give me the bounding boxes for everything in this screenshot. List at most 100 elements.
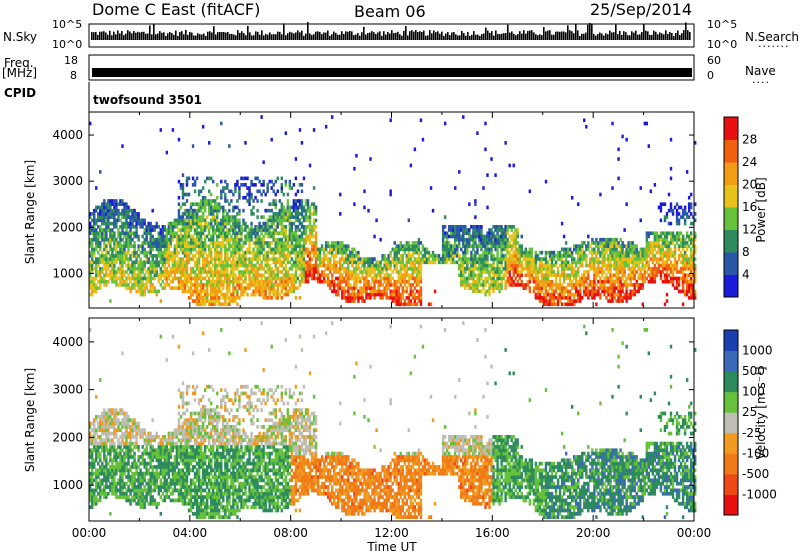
heatmap-cell (585, 257, 588, 261)
heatmap-cell (177, 195, 181, 200)
heatmap-cell (575, 283, 578, 287)
heatmap-cell (109, 260, 112, 265)
heatmap-cell (117, 208, 120, 213)
heatmap-cell (445, 247, 449, 252)
heatmap-cell (161, 244, 165, 248)
heatmap-cell (185, 289, 189, 294)
heatmap-cell (443, 234, 447, 239)
heatmap-cell (242, 208, 245, 213)
heatmap-cell (613, 254, 616, 258)
heatmap-cell (397, 247, 400, 252)
heatmap-cell (224, 221, 227, 226)
heatmap-cell (272, 237, 275, 242)
heatmap-cell (103, 263, 106, 268)
heatmap-cell (570, 266, 574, 271)
heatmap-cell (579, 299, 582, 303)
heatmap-cell (201, 302, 205, 307)
heatmap-cell (185, 266, 189, 271)
heatmap-cell (147, 266, 150, 271)
heatmap-cell (143, 218, 146, 223)
heatmap-cell (129, 254, 132, 258)
heatmap-cell (310, 231, 314, 236)
heatmap-cell (613, 292, 616, 297)
heatmap-cell (268, 241, 271, 245)
heatmap-cell (298, 199, 302, 203)
heatmap-cell (597, 289, 600, 294)
heatmap-cell (175, 276, 179, 281)
heatmap-cell (389, 250, 392, 255)
heatmap-cell (488, 241, 491, 245)
heatmap-cell (228, 276, 231, 281)
heatmap-cell (262, 254, 265, 258)
heatmap-cell (205, 202, 209, 207)
heatmap-cell (210, 296, 213, 300)
heatmap-cell (470, 234, 473, 239)
heatmap-cell (464, 283, 467, 287)
heatmap-cell (207, 254, 211, 258)
heatmap-cell (337, 283, 340, 287)
heatmap-cell (318, 260, 322, 265)
heatmap-cell (314, 205, 318, 210)
heatmap-cell (203, 299, 207, 303)
heatmap-cell (183, 237, 187, 242)
heatmap-cell (268, 266, 271, 271)
heatmap-cell (288, 279, 292, 284)
heatmap-cell (304, 241, 308, 245)
heatmap-cell (318, 247, 322, 252)
heatmap-cell (373, 257, 376, 261)
heatmap-cell (498, 257, 501, 261)
heatmap-cell (212, 270, 215, 274)
heatmap-cell (282, 192, 286, 197)
heatmap-cell (474, 257, 477, 261)
heatmap-cell (244, 286, 247, 290)
heatmap-cell (254, 263, 257, 268)
heatmap-cell (201, 231, 205, 236)
heatmap-cell (218, 283, 221, 287)
nave-dots: ···· (752, 76, 770, 89)
heatmap-cell (617, 244, 620, 248)
heatmap-cell (256, 176, 259, 181)
heatmap-cell (280, 276, 283, 281)
heatmap-cell (548, 299, 552, 303)
heatmap-cell (153, 260, 156, 265)
heatmap-cell (587, 286, 590, 290)
heatmap-cell (179, 279, 183, 284)
heatmap-cell (609, 279, 612, 284)
heatmap-cell (506, 276, 509, 281)
heatmap-cell (351, 299, 354, 303)
heatmap-cell (421, 137, 425, 142)
heatmap-cell (532, 260, 536, 265)
heatmap-cell (268, 208, 271, 213)
heatmap-cell (109, 237, 112, 242)
nsky-bar (603, 35, 605, 40)
heatmap-cell (363, 263, 366, 268)
heatmap-cell (619, 283, 622, 287)
heatmap-cell (490, 257, 493, 261)
heatmap-cell (605, 244, 608, 248)
heatmap-cell (399, 257, 402, 261)
heatmap-cell (95, 228, 98, 232)
heatmap-cell (191, 221, 195, 226)
heatmap-cell (472, 283, 475, 287)
heatmap-cell (177, 263, 181, 268)
heatmap-cell (466, 263, 469, 268)
heatmap-cell (280, 260, 283, 265)
heatmap-cell (322, 254, 326, 258)
heatmap-cell (97, 273, 100, 278)
heatmap-cell (556, 266, 560, 271)
heatmap-cell (214, 208, 217, 213)
heatmap-cell (470, 237, 473, 242)
heatmap-cell (589, 260, 592, 265)
heatmap-cell (246, 186, 249, 190)
heatmap-cell (333, 270, 336, 274)
heatmap-cell (129, 279, 132, 284)
heatmap-cell (310, 244, 314, 248)
heatmap-cell (633, 266, 636, 271)
nsky-bar (615, 24, 617, 40)
nsky-bar (279, 31, 281, 40)
nsky-bar (297, 30, 299, 40)
heatmap-cell (258, 292, 261, 297)
heatmap-cell (480, 257, 483, 261)
heatmap-cell (210, 202, 213, 207)
heatmap-cell (129, 221, 132, 226)
